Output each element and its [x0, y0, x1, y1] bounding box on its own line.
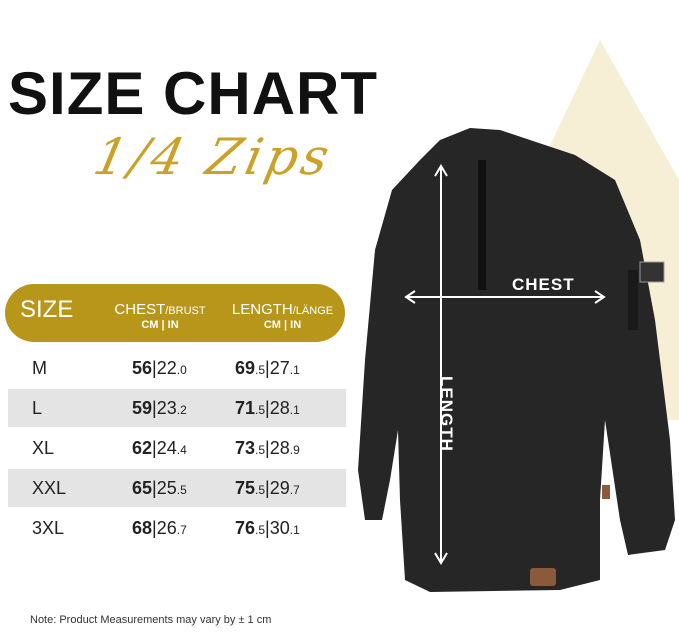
chest-cell: 59|23.2 [132, 398, 187, 418]
table-header: SIZE CHEST/BRUST CM | IN LENGTH/LÄNGE CM |… [5, 284, 345, 342]
product-subtitle: 1/4 Zips [88, 128, 338, 186]
size-cell: 3XL [32, 518, 65, 538]
table-row: XL 62|24.4 73.5|28.9 [8, 429, 346, 467]
quarter-zip-sweater-image [358, 128, 675, 592]
length-cell: 71.5|28.1 [235, 398, 300, 418]
measurement-note: Note: Product Measurements may vary by ±… [30, 614, 272, 626]
table-row: 3XL 68|26.7 76.5|30.1 [8, 509, 346, 547]
chest-cell: 68|26.7 [132, 518, 187, 538]
chest-cell: 56|22.0 [132, 358, 187, 378]
size-cell: XL [32, 438, 55, 458]
header-chest: CHEST/BRUST CM | IN [114, 301, 206, 331]
chest-label: CHEST [512, 275, 575, 294]
table-row: L 59|23.2 71.5|28.1 [8, 389, 346, 427]
size-cell: L [32, 398, 43, 418]
measure-arrows [404, 164, 606, 565]
length-cell: 76.5|30.1 [235, 518, 300, 538]
header-length: LENGTH/LÄNGE CM | IN [231, 301, 334, 331]
size-cell: XXL [32, 478, 67, 498]
header-size: SIZE [20, 296, 74, 323]
chest-cell: 65|25.5 [132, 478, 187, 498]
table-row: M 56|22.0 69.5|27.1 [8, 349, 346, 387]
length-cell: 75.5|29.7 [235, 478, 300, 498]
length-cell: 69.5|27.1 [235, 358, 300, 378]
table-row: XXL 65|25.5 75.5|29.7 [8, 469, 346, 507]
page-title: SIZE CHART [8, 60, 378, 127]
chest-cell: 62|24.4 [132, 438, 187, 458]
length-label: LENGTH [437, 376, 456, 452]
length-cell: 73.5|28.9 [235, 438, 300, 458]
size-cell: M [32, 358, 47, 378]
